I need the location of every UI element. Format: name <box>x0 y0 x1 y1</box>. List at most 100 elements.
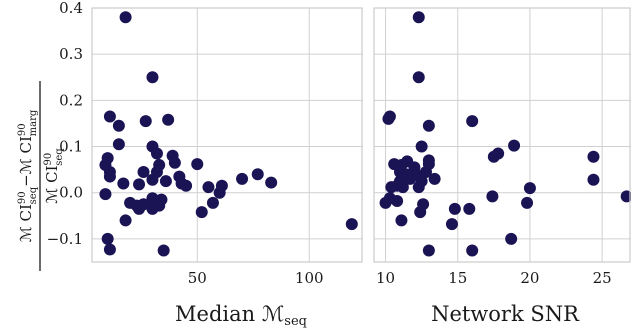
ylabel-top-left-sub: seq <box>28 186 39 204</box>
left-scatter-point <box>213 186 226 199</box>
left-scatter-point <box>180 179 193 192</box>
left-scatter-point <box>119 214 132 227</box>
right-scatter-point <box>391 195 404 208</box>
left-scatter-point <box>101 232 114 245</box>
left-scatter-point <box>103 170 116 183</box>
right-scatter-point <box>428 172 441 185</box>
svg-text:ℳ CI90seq−ℳ CI90marg: ℳ CI90seq−ℳ CI90marg <box>17 109 39 242</box>
right-scatter-point <box>412 11 425 24</box>
ylabel-top-left-main: CI <box>17 204 35 226</box>
left-scatter-point <box>99 188 112 201</box>
right-scatter-panel: 10 15 20 25 <box>373 7 631 287</box>
right-scatter-point <box>508 139 521 152</box>
right-scatter-point <box>412 71 425 84</box>
left-scatter-point <box>168 156 181 169</box>
right-x-tick-label: 15 <box>448 269 467 287</box>
left-scatter-point <box>146 173 159 186</box>
right-scatter-point <box>587 173 600 186</box>
ylabel-bottom-sub: seq <box>54 148 65 166</box>
left-x-tick-label: 50 <box>188 269 207 287</box>
left-scatter-point <box>133 202 146 215</box>
ylabel-top-right-sup: 90 <box>17 123 28 136</box>
right-scatter-point <box>521 196 534 209</box>
left-scatter-point <box>206 196 219 209</box>
right-scatter-point <box>466 244 479 257</box>
right-scatter-point <box>404 172 417 185</box>
left-scatter-point <box>119 11 132 24</box>
left-scatter-panel: −0.1 0.0 0.1 0.2 0.3 0.4 50 100 <box>47 0 363 287</box>
left-scatter-point <box>146 202 159 215</box>
right-scatter-point <box>466 115 479 128</box>
left-scatter-point <box>117 177 130 190</box>
left-y-tick-label: 0.2 <box>59 91 83 109</box>
left-scatter-point <box>103 243 116 256</box>
left-grid <box>92 7 363 262</box>
right-scatter-point <box>395 214 408 227</box>
left-y-tick-label: 0.1 <box>59 138 83 156</box>
left-y-tick-labels: −0.1 0.0 0.1 0.2 0.3 0.4 <box>47 0 83 248</box>
right-x-tick-labels: 10 15 20 25 <box>376 269 612 287</box>
right-scatter-point <box>487 150 500 163</box>
right-scatter-point <box>445 218 458 231</box>
ylabel-minus: − <box>17 174 35 187</box>
left-scatter-point <box>265 176 278 189</box>
right-scatter-point <box>422 244 435 257</box>
right-scatter-point <box>523 182 536 195</box>
right-scatter-point <box>505 232 518 245</box>
right-scatter-point <box>620 190 631 203</box>
left-panel-frame <box>91 7 363 263</box>
left-scatter-point <box>103 110 116 123</box>
left-y-tick-label: 0.3 <box>59 45 83 63</box>
left-scatter-point <box>133 178 146 191</box>
right-scatter-point <box>382 112 395 125</box>
right-scatter-point <box>448 202 461 215</box>
ylabel-bottom-sup: 90 <box>43 153 54 166</box>
right-grid <box>374 7 631 262</box>
right-x-tick-label: 20 <box>520 269 539 287</box>
ylabel-top-right-sub: marg <box>28 109 39 136</box>
ylabel-top-right-m: ℳ <box>17 158 35 174</box>
left-xlabel-m: ℳ <box>262 302 284 326</box>
left-y-tick-label: −0.1 <box>47 230 83 248</box>
left-scatter-point <box>202 181 215 194</box>
left-scatter-point <box>139 115 152 128</box>
right-x-axis-label: Network SNR <box>431 302 580 326</box>
ylabel-top-left-m: ℳ <box>17 226 35 242</box>
left-scatter-point <box>159 175 172 188</box>
left-y-tick-label: 0.4 <box>59 0 83 17</box>
right-panel-frame <box>373 7 631 263</box>
ylabel-top-right-main: CI <box>17 136 35 158</box>
left-x-tick-label: 100 <box>295 269 324 287</box>
left-scatter-point <box>236 172 249 185</box>
left-scatter-point <box>112 138 125 151</box>
left-scatter-point <box>146 71 159 84</box>
left-xlabel-main: Median <box>175 302 262 326</box>
right-scatter-point <box>419 165 432 178</box>
left-scatter-point <box>157 244 170 257</box>
right-scatter-point <box>415 140 428 153</box>
left-y-tick-label: 0.0 <box>59 184 83 202</box>
right-x-tick-label: 10 <box>376 269 395 287</box>
right-scatter-point <box>587 150 600 163</box>
left-scatter-point <box>191 158 204 171</box>
left-scatter-points <box>99 11 358 257</box>
right-scatter-point <box>463 202 476 215</box>
left-x-tick-labels: 50 100 <box>188 269 324 287</box>
y-axis-label: ℳ CI90seq−ℳ CI90marg ℳ CI90seq <box>17 81 65 271</box>
right-scatter-point <box>396 181 409 194</box>
ylabel-bottom-m: ℳ <box>43 188 61 204</box>
left-xlabel-sub: seq <box>284 314 307 328</box>
right-scatter-points <box>379 11 631 257</box>
ylabel-top-left-sup: 90 <box>17 191 28 204</box>
right-scatter-point <box>422 119 435 132</box>
left-scatter-point <box>162 113 175 126</box>
right-scatter-point <box>379 196 392 209</box>
right-scatter-point <box>486 190 499 203</box>
left-x-axis-label: Median ℳseq <box>175 302 307 328</box>
right-x-tick-label: 25 <box>593 269 612 287</box>
ylabel-bottom-main: CI <box>43 165 61 187</box>
left-scatter-point <box>251 168 264 181</box>
left-scatter-point <box>137 165 150 178</box>
left-scatter-point <box>150 147 163 160</box>
